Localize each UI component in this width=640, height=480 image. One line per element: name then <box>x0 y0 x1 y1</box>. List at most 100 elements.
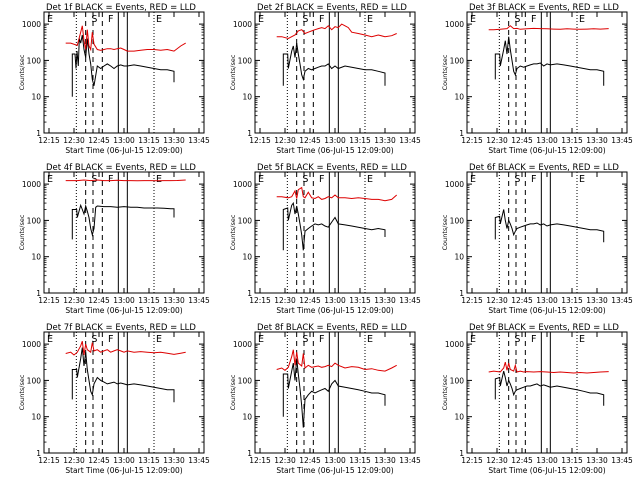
marker-label-S: S <box>302 174 308 185</box>
x-axis-label: Start Time (06-Jul-15 12:09:00) <box>488 466 605 475</box>
x-axis-label: Start Time (06-Jul-15 12:09:00) <box>65 306 182 315</box>
y-axis-label: Counts/sec <box>441 214 449 250</box>
x-tick-label: 13:30 <box>586 136 608 145</box>
x-tick-label: 12:15 <box>461 296 483 305</box>
y-tick-label: 1000 <box>22 180 41 189</box>
marker-label-S: S <box>514 14 520 25</box>
y-axis-label: Counts/sec <box>229 54 237 90</box>
y-tick-label: 10 <box>454 253 464 262</box>
x-tick-label: 13:15 <box>349 456 371 465</box>
y-tick-label: 1 <box>247 289 252 298</box>
marker-label-E: E <box>156 14 162 25</box>
x-tick-label: 12:30 <box>486 136 508 145</box>
x-axis-label: Start Time (06-Jul-15 12:09:00) <box>65 466 182 475</box>
marker-label-E: E <box>258 334 264 345</box>
x-tick-label: 12:15 <box>461 456 483 465</box>
marker-label-F: F <box>531 174 536 185</box>
x-tick-label: 12:30 <box>274 296 296 305</box>
lld-series-line <box>276 349 397 372</box>
chart-title: Det 7f BLACK = Events, RED = LLD <box>46 323 196 333</box>
detector-panel-5: Det 5f BLACK = Events, RED = LLD 1 10 100 10… <box>229 163 421 315</box>
marker-label-F: F <box>531 334 536 345</box>
y-tick-label: 100 <box>27 56 42 65</box>
marker-label-E: E <box>367 14 373 25</box>
x-tick-label: 12:45 <box>511 296 533 305</box>
chart-title: Det 3f BLACK = Events, RED = LLD <box>469 3 619 13</box>
x-tick-label: 12:15 <box>38 456 60 465</box>
x-tick-label: 12:15 <box>461 136 483 145</box>
marker-label-F: F <box>108 14 113 25</box>
detector-panel-7: Det 7f BLACK = Events, RED = LLD 1 10 100 10… <box>18 323 210 475</box>
y-tick-label: 10 <box>31 253 41 262</box>
marker-label-E: E <box>156 334 162 345</box>
marker-label-E: E <box>258 14 264 25</box>
x-tick-label: 12:45 <box>299 296 321 305</box>
x-tick-label: 13:15 <box>561 296 583 305</box>
lld-series-line <box>276 23 397 40</box>
x-tick-label: 13:00 <box>324 456 346 465</box>
x-tick-label: 13:15 <box>138 296 160 305</box>
x-tick-label: 13:00 <box>536 136 558 145</box>
marker-label-E: E <box>47 174 53 185</box>
plot-frame <box>254 331 416 454</box>
lld-series-line <box>488 25 609 31</box>
y-tick-label: 10 <box>31 413 41 422</box>
y-tick-label: 100 <box>238 216 253 225</box>
marker-label-E: E <box>579 14 585 25</box>
marker-label-F: F <box>319 334 324 345</box>
x-tick-label: 13:00 <box>113 456 135 465</box>
x-tick-label: 12:30 <box>274 136 296 145</box>
x-tick-label: 12:45 <box>299 456 321 465</box>
y-tick-label: 100 <box>450 56 465 65</box>
x-tick-label: 13:00 <box>324 296 346 305</box>
chart-title: Det 5f BLACK = Events, RED = LLD <box>257 163 407 173</box>
x-tick-label: 12:45 <box>88 456 110 465</box>
events-series-line <box>494 36 605 86</box>
x-tick-label: 12:45 <box>511 136 533 145</box>
x-tick-label: 13:45 <box>399 136 421 145</box>
marker-label-S: S <box>91 174 97 185</box>
events-series-line <box>494 370 605 406</box>
x-tick-label: 13:15 <box>349 136 371 145</box>
marker-label-S: S <box>302 334 308 345</box>
events-series-line <box>71 34 175 97</box>
x-tick-label: 13:30 <box>163 296 185 305</box>
y-axis-label: Counts/sec <box>18 374 26 410</box>
y-axis-label: Counts/sec <box>229 374 237 410</box>
x-tick-label: 13:30 <box>586 296 608 305</box>
y-tick-label: 1000 <box>445 180 464 189</box>
x-tick-label: 13:30 <box>374 136 396 145</box>
y-tick-label: 10 <box>454 93 464 102</box>
x-tick-label: 13:30 <box>586 456 608 465</box>
events-series-line <box>282 43 386 86</box>
lld-series-line <box>65 179 186 182</box>
x-tick-label: 13:30 <box>163 456 185 465</box>
y-tick-label: 10 <box>242 93 252 102</box>
y-tick-label: 1000 <box>445 20 464 29</box>
x-tick-label: 13:15 <box>561 456 583 465</box>
x-tick-label: 13:30 <box>374 456 396 465</box>
chart-title: Det 1f BLACK = Events, RED = LLD <box>46 3 196 13</box>
x-tick-label: 13:45 <box>399 456 421 465</box>
events-series-line <box>71 347 175 403</box>
x-tick-label: 13:45 <box>611 296 633 305</box>
x-tick-label: 13:45 <box>188 456 210 465</box>
x-tick-label: 13:00 <box>113 136 135 145</box>
y-axis-label: Counts/sec <box>229 214 237 250</box>
x-tick-label: 12:15 <box>249 456 271 465</box>
x-axis-label: Start Time (06-Jul-15 12:09:00) <box>276 466 393 475</box>
x-tick-label: 13:45 <box>611 456 633 465</box>
x-tick-label: 13:45 <box>188 296 210 305</box>
y-tick-label: 1000 <box>22 20 41 29</box>
detector-panel-6: Det 6f BLACK = Events, RED = LLD 1 10 100 10… <box>441 163 633 315</box>
detector-panel-8: Det 8f BLACK = Events, RED = LLD 1 10 100 10… <box>229 323 421 475</box>
x-tick-label: 12:45 <box>511 456 533 465</box>
x-tick-label: 13:45 <box>188 136 210 145</box>
marker-label-E: E <box>579 174 585 185</box>
marker-label-E: E <box>367 334 373 345</box>
x-axis-label: Start Time (06-Jul-15 12:09:00) <box>276 306 393 315</box>
x-tick-label: 12:30 <box>486 296 508 305</box>
y-tick-label: 1 <box>36 449 41 458</box>
lld-series-line <box>488 361 609 374</box>
marker-label-F: F <box>531 14 536 25</box>
